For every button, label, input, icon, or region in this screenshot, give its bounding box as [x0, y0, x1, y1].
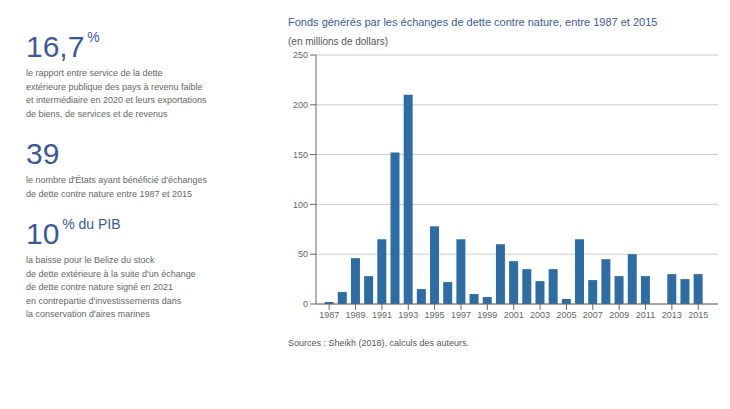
svg-text:250: 250 [293, 50, 308, 60]
svg-text:1993: 1993 [398, 310, 418, 320]
html-text:la baisse pour le Belize du st: la baisse pour le Belize du stock de det… [26, 255, 196, 319]
svg-text:1987: 1987 [319, 310, 339, 320]
svg-text:2015: 2015 [688, 310, 708, 320]
svg-text:2013: 2013 [662, 310, 682, 320]
html-text:(en millions de dollars): (en millions de dollars) [288, 36, 388, 47]
svg-text:2003: 2003 [530, 310, 550, 320]
html-text:Fonds générés par les échanges: Fonds générés par les échanges de dette … [288, 16, 658, 28]
html-text:10: 10 [26, 217, 60, 250]
svg-text:1997: 1997 [451, 310, 471, 320]
svg-text:150: 150 [293, 150, 308, 160]
svg-text:2009: 2009 [609, 310, 629, 320]
html-text:% du PIB: % du PIB [59, 216, 121, 232]
svg-text:1991: 1991 [372, 310, 392, 320]
svg-text:1999: 1999 [477, 310, 497, 320]
svg-text:2001: 2001 [504, 310, 524, 320]
svg-text:1995: 1995 [425, 310, 445, 320]
html-text:39: 39 [26, 137, 60, 170]
svg-text:2007: 2007 [583, 310, 603, 320]
svg-text:50: 50 [298, 249, 308, 259]
svg-text:100: 100 [293, 200, 308, 210]
html-text:le nombre d'États ayant bénéfi: le nombre d'États ayant bénéficié d'écha… [26, 175, 208, 199]
svg-text:200: 200 [293, 100, 308, 110]
svg-text:2011: 2011 [636, 310, 655, 320]
html-text:16,7: 16,7 [26, 30, 85, 63]
html-text:le rapport entre service de la: le rapport entre service de la dette ext… [26, 68, 207, 119]
svg-text:2005: 2005 [556, 310, 576, 320]
svg-text:0: 0 [303, 299, 308, 309]
svg-text:1989: 1989 [346, 310, 366, 320]
html-text:Sources : Sheikh (2018), calcu: Sources : Sheikh (2018), calculs des aut… [288, 338, 470, 348]
